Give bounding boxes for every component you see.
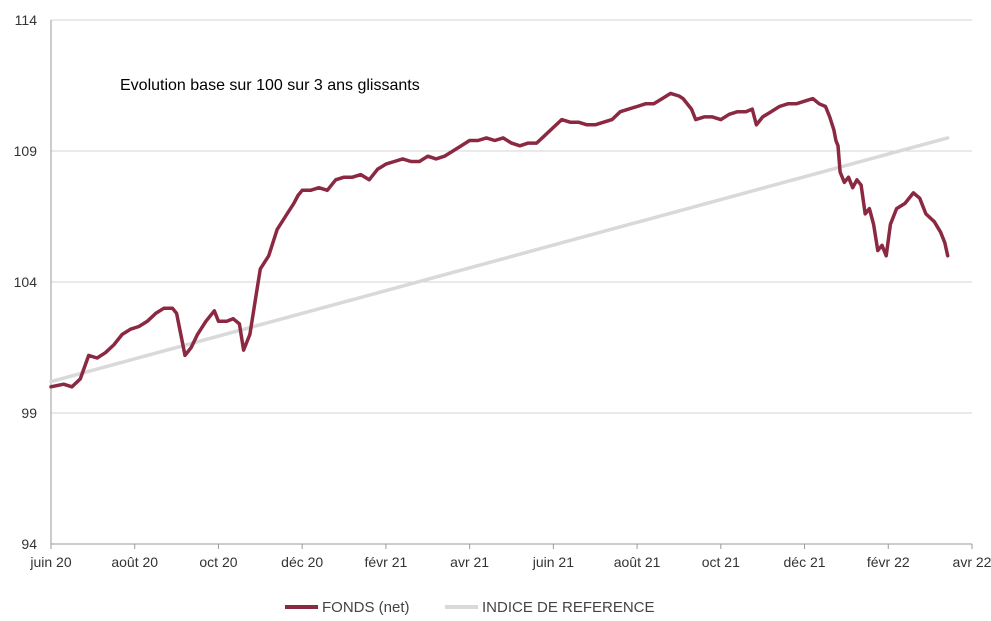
x-tick-label: août 20 bbox=[111, 554, 158, 570]
x-tick-label: avr 22 bbox=[953, 554, 991, 570]
y-tick-label: 109 bbox=[14, 143, 38, 159]
x-tick-label: oct 21 bbox=[702, 554, 740, 570]
x-tick-label: avr 21 bbox=[450, 554, 489, 570]
x-tick-label: juin 21 bbox=[532, 554, 574, 570]
chart-title: Evolution base sur 100 sur 3 ans glissan… bbox=[120, 77, 420, 94]
legend-label: INDICE DE REFERENCE bbox=[482, 599, 655, 616]
axes bbox=[50, 20, 973, 549]
x-tick-label: févr 21 bbox=[365, 554, 408, 570]
x-tick-label: févr 22 bbox=[867, 554, 910, 570]
gridlines bbox=[51, 19, 972, 545]
series-line-indice-de-reference bbox=[49, 136, 950, 384]
x-tick-label: déc 20 bbox=[281, 554, 323, 570]
y-tick-label: 104 bbox=[14, 274, 38, 290]
legend: FONDS (net) INDICE DE REFERENCE bbox=[285, 599, 655, 616]
x-axis-tick-labels: juin 20 août 20 oct 20 déc 20 févr 21 avr 21 j… bbox=[29, 554, 991, 570]
x-tick-label: oct 20 bbox=[199, 554, 237, 570]
series-line-fonds-net bbox=[49, 91, 950, 389]
x-tick-label: juin 20 bbox=[29, 554, 71, 570]
series-lines bbox=[49, 91, 950, 389]
y-tick-label: 99 bbox=[21, 405, 37, 421]
y-tick-label: 114 bbox=[15, 12, 38, 28]
y-axis-tick-labels: 94 99 104 109 114 bbox=[14, 12, 38, 552]
y-tick-label: 94 bbox=[21, 536, 37, 552]
x-tick-label: déc 21 bbox=[784, 554, 826, 570]
legend-label: FONDS (net) bbox=[322, 599, 410, 616]
x-tick-label: août 21 bbox=[614, 554, 661, 570]
